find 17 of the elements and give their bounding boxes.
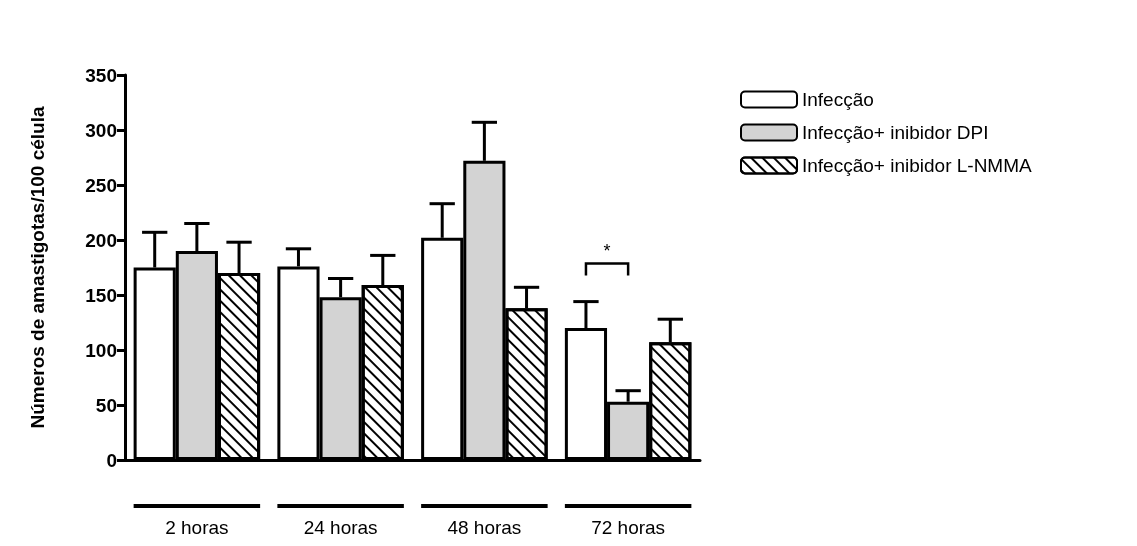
y-tick-label: 350 <box>85 64 117 86</box>
y-axis-title: Números de amastigotas/100 célula <box>27 106 48 429</box>
y-tick-label: 200 <box>85 229 117 251</box>
y-tick-label: 50 <box>95 394 117 416</box>
y-tick-label: 100 <box>85 339 117 361</box>
x-tick-label: 24 horas <box>303 517 378 538</box>
legend-label: Infecção <box>802 89 874 110</box>
x-tick-label: 2 horas <box>165 517 229 538</box>
y-tick-label: 250 <box>85 174 117 196</box>
x-tick-label: 48 horas <box>447 517 522 538</box>
annotation: * <box>603 240 611 261</box>
y-tick-label: 300 <box>85 119 117 141</box>
x-tick-label: 72 horas <box>591 517 666 538</box>
y-tick-label: 150 <box>85 284 117 306</box>
legend-label: Infecção+ inibidor L-NMMA <box>802 155 1033 176</box>
y-tick-label: 0 <box>106 449 117 471</box>
legend-label: Infecção+ inibidor DPI <box>802 122 989 143</box>
